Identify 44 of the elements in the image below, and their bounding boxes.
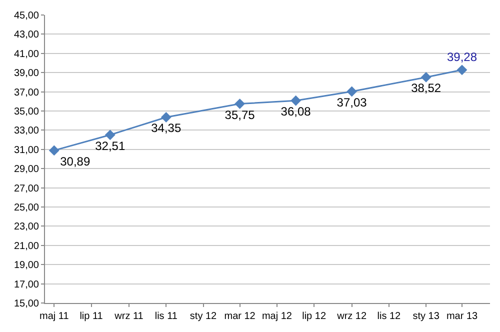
point (104, 130, 116, 140)
x-tick-label: sty 12 (190, 311, 218, 322)
y-tick-label: 19,00 (14, 260, 40, 272)
y-tick-label: 27,00 (14, 183, 40, 194)
point (346, 86, 358, 97)
y-tick-label: 17,00 (14, 279, 40, 290)
data-label: 36,08 (280, 104, 312, 119)
x-tick-label: lip 12 (302, 311, 326, 322)
y-tick-label: 33,00 (14, 126, 40, 137)
x-tick-label: wrz 11 (114, 311, 144, 322)
y-tick-label: 43,00 (14, 30, 40, 41)
y-tick-label: 41,00 (14, 48, 40, 60)
data-label: 39,28 (446, 50, 478, 64)
y-tick-label: 35,00 (14, 106, 40, 118)
x-tick-label: mar 13 (446, 311, 478, 322)
point (290, 95, 302, 106)
x-tick-label: sty 13 (412, 311, 440, 322)
point (456, 64, 468, 76)
x-tick-label: maj 11 (39, 311, 70, 322)
x-tick-label: lis 12 (377, 311, 402, 322)
data-label: 38,52 (411, 81, 442, 96)
data-label: 37,03 (336, 96, 368, 110)
point (420, 72, 432, 82)
y-tick-label: 31,00 (14, 144, 40, 156)
x-tick-label: maj 12 (262, 311, 292, 322)
y-tick-label: 25,00 (14, 202, 40, 214)
point (48, 145, 60, 156)
point (160, 112, 172, 122)
y-tick-label: 21,00 (14, 240, 40, 252)
x-tick-label: lip 11 (80, 311, 104, 322)
point (234, 98, 245, 109)
x-tick-label: mar 12 (224, 311, 256, 322)
data-label: 30,89 (60, 154, 90, 168)
y-tick-label: 45,00 (14, 10, 40, 22)
data-label: 32,51 (95, 138, 126, 153)
y-tick-label: 23,00 (14, 222, 40, 233)
data-label: 35,75 (224, 108, 256, 122)
x-tick-label: lis 11 (154, 311, 178, 322)
y-tick-label: 39,00 (14, 68, 40, 80)
data-label: 34,35 (151, 121, 182, 136)
x-tick-label: wrz 12 (336, 311, 367, 322)
y-tick-label: 29,00 (14, 164, 40, 176)
y-tick-label: 37,00 (14, 87, 40, 98)
y-tick-label: 15,00 (14, 298, 40, 310)
